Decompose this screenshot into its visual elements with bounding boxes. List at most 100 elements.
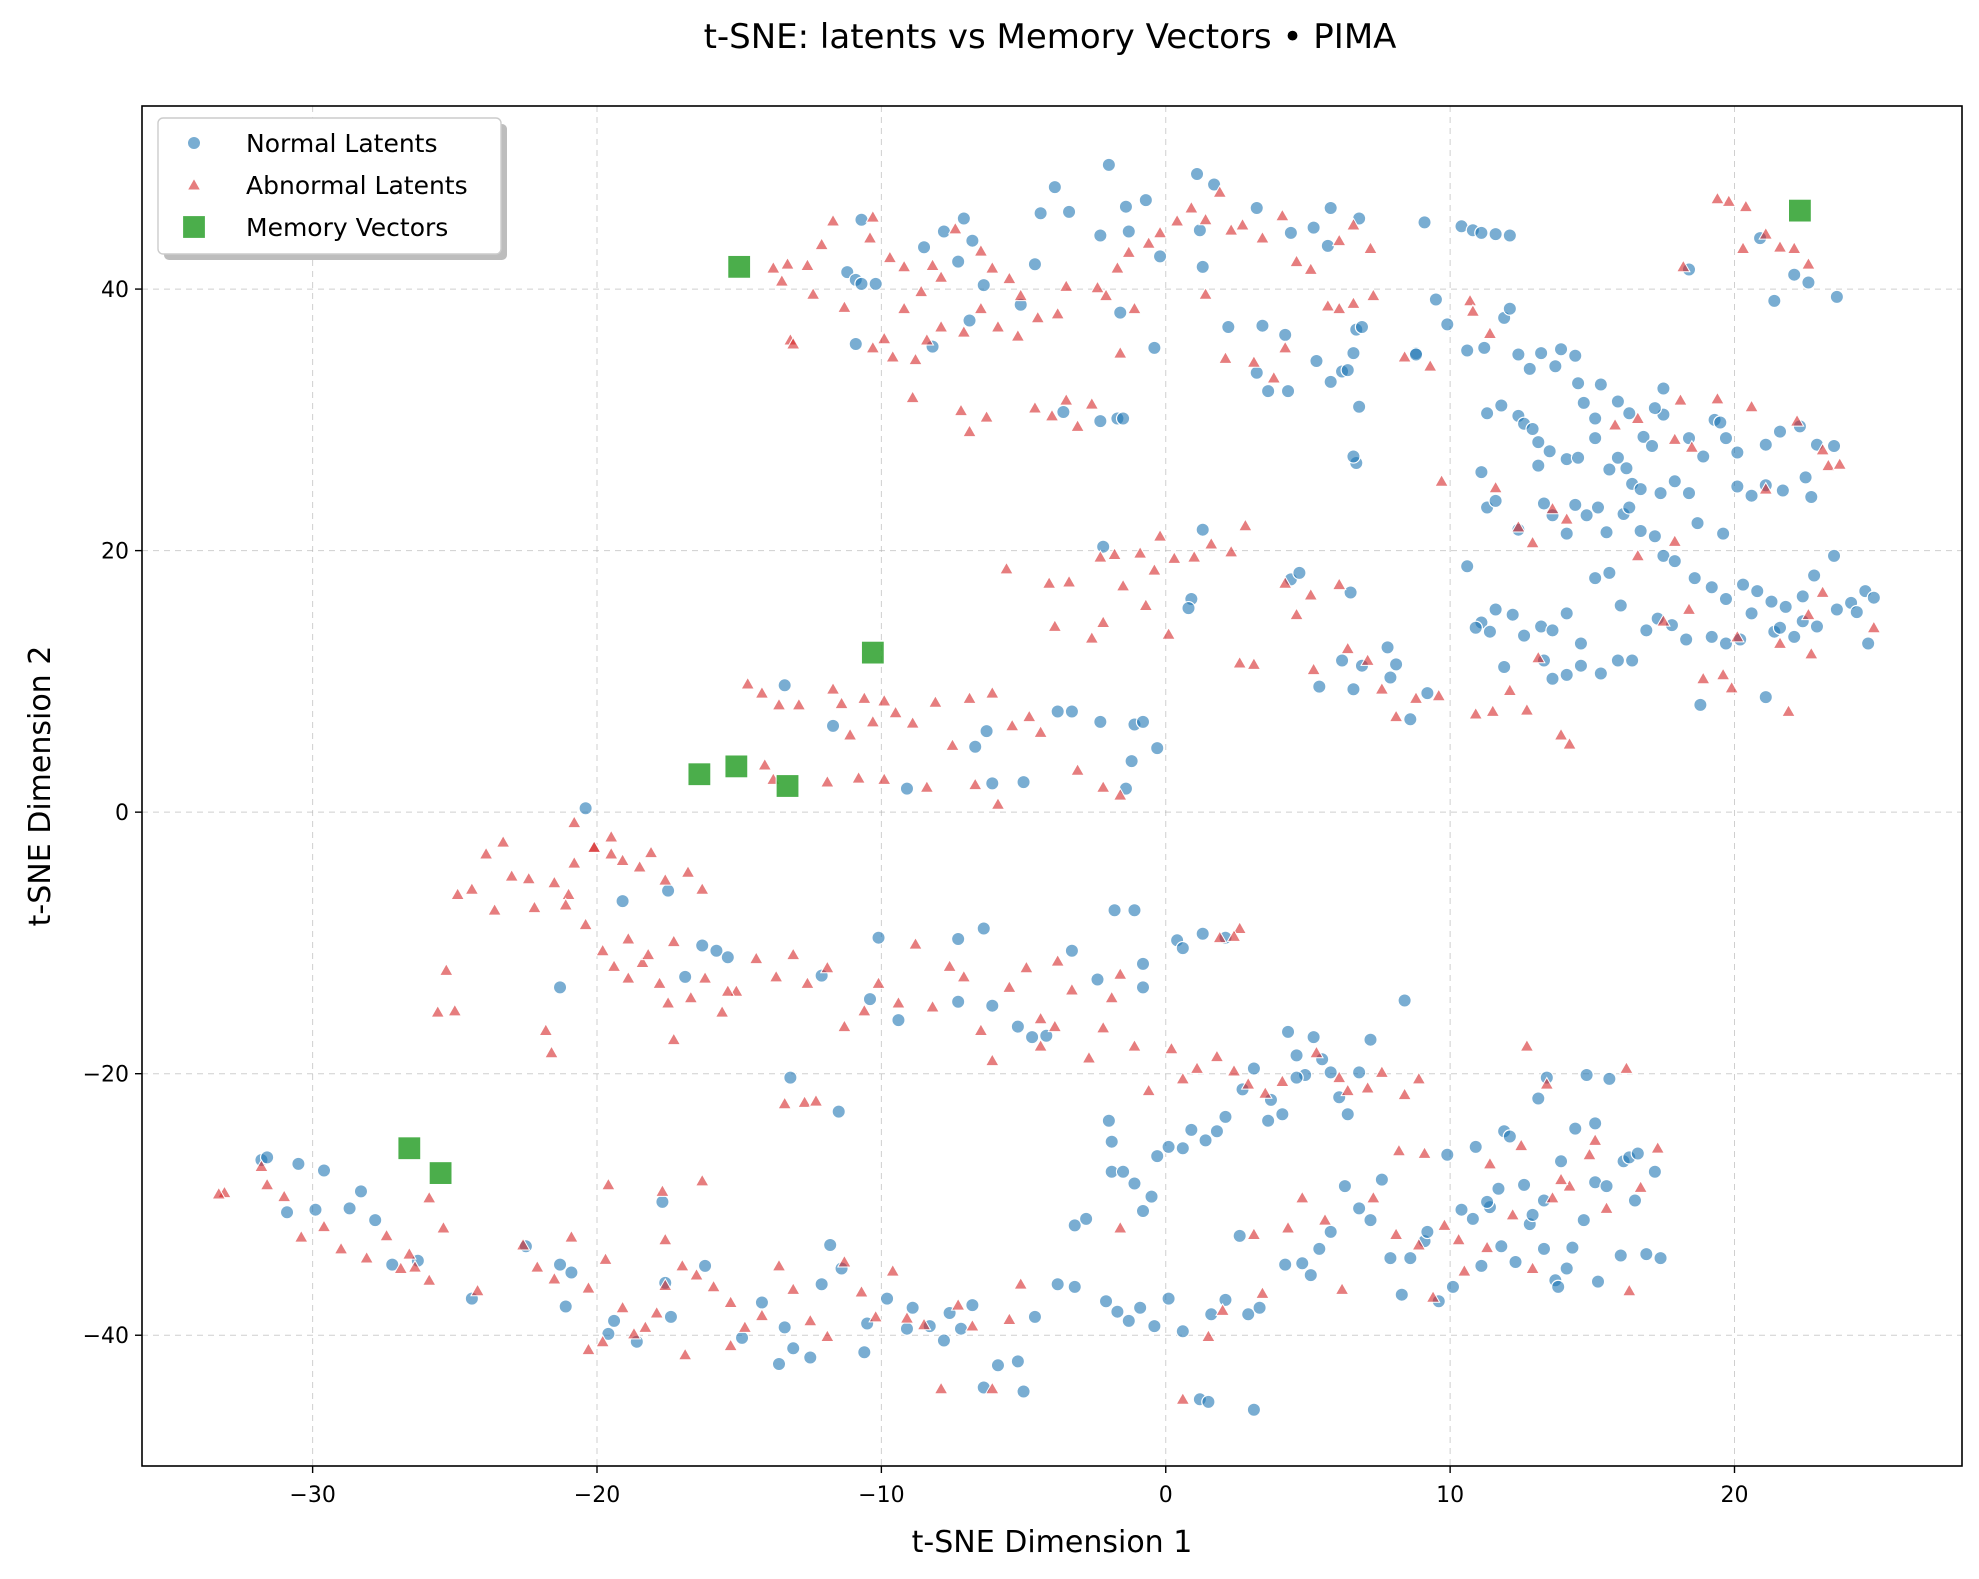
normal-latent-point [1548, 359, 1563, 374]
abnormal-latent-point [757, 757, 773, 771]
normal-latent-point [1772, 424, 1788, 439]
normal-latent-point [342, 1201, 357, 1216]
abnormal-latent-point [1161, 626, 1177, 640]
normal-latent-point [1730, 479, 1745, 494]
abnormal-latent-point [1397, 349, 1413, 363]
normal-latent-point [1033, 206, 1048, 221]
normal-latent-point [936, 224, 952, 239]
normal-latent-point [1184, 1122, 1199, 1138]
normal-latent-point [655, 1194, 670, 1210]
normal-latent-point [1474, 1258, 1489, 1274]
normal-latent-point [259, 1150, 275, 1165]
normal-latent-point [1590, 1274, 1606, 1289]
normal-latent-point [1150, 1148, 1165, 1164]
normal-latent-point [1306, 220, 1321, 235]
abnormal-latent-point [1183, 200, 1199, 214]
abnormal-latent-point [834, 696, 850, 710]
legend-normal-marker [186, 135, 202, 151]
abnormal-latent-point [1070, 762, 1086, 776]
normal-latent-point [1061, 204, 1077, 220]
normal-latent-point [1127, 903, 1142, 918]
abnormal-latent-point [947, 221, 963, 235]
normal-latent-point [1667, 474, 1682, 489]
normal-latent-point [1602, 565, 1617, 581]
normal-latent-point [1147, 340, 1162, 356]
normal-latent-point [1775, 483, 1791, 498]
abnormal-latent-point [1004, 718, 1020, 732]
abnormal-latent-point [1525, 1260, 1541, 1274]
abnormal-latent-point [899, 1310, 915, 1324]
normal-latent-point [1542, 444, 1557, 459]
normal-latent-point [1559, 526, 1574, 541]
abnormal-latent-point [1095, 779, 1111, 793]
abnormal-latent-point [1237, 518, 1253, 532]
normal-latent-point [1633, 481, 1648, 497]
abnormal-latent-point [836, 1019, 852, 1033]
normal-latent-point [1340, 1107, 1355, 1122]
abnormal-latent-point [657, 1232, 673, 1246]
normal-latent-point [1039, 1028, 1054, 1043]
normal-latent-point [1346, 345, 1361, 361]
normal-latent-point [1135, 714, 1151, 730]
normal-latent-point [891, 1012, 906, 1028]
abnormal-latent-point [595, 1334, 611, 1348]
normal-latent-point [1468, 1139, 1483, 1155]
abnormal-latent-point [1684, 439, 1700, 453]
abnormal-latent-point [706, 1279, 722, 1293]
abnormal-latent-point [819, 960, 835, 974]
normal-latent-point [578, 801, 593, 816]
abnormal-latent-point [1562, 736, 1578, 750]
normal-latent-point [1474, 225, 1489, 241]
abnormal-latent-point [933, 319, 949, 333]
normal-latent-point [1718, 636, 1734, 651]
normal-latent-point [1505, 607, 1520, 622]
normal-latent-point [1454, 1202, 1469, 1217]
abnormal-latent-point [1033, 1038, 1049, 1052]
memory-vector-point [687, 762, 712, 787]
normal-latent-point [1459, 559, 1475, 574]
abnormal-latent-point [774, 273, 790, 287]
normal-latent-point [1295, 1256, 1310, 1271]
normal-latent-point [1744, 606, 1759, 621]
abnormal-latent-point [435, 1220, 451, 1234]
normal-latent-point [1479, 406, 1495, 421]
normal-latent-point [1787, 267, 1802, 282]
normal-latent-point [754, 1295, 770, 1310]
abnormal-latent-point [1772, 239, 1788, 253]
abnormal-latent-point [799, 975, 815, 989]
abnormal-latent-point [771, 1258, 787, 1272]
normal-latent-point [1525, 421, 1540, 437]
normal-latent-point [1681, 430, 1697, 446]
abnormal-latent-point [1513, 1138, 1529, 1152]
x-tick-label: 0 [1159, 1483, 1173, 1508]
abnormal-latent-point [871, 975, 886, 989]
abnormal-latent-point [950, 1297, 966, 1311]
abnormal-latent-point [1070, 418, 1086, 432]
x-axis-label: t-SNE Dimension 1 [912, 1525, 1193, 1560]
abnormal-latent-point [1320, 298, 1336, 312]
abnormal-latent-point [888, 705, 904, 719]
abnormal-latent-point [654, 1183, 670, 1197]
abnormal-latent-point [1488, 480, 1504, 494]
abnormal-latent-point [1246, 354, 1262, 368]
normal-latent-point [1027, 1309, 1043, 1325]
normal-latent-point [1323, 1065, 1338, 1080]
normal-latent-point [1536, 496, 1552, 511]
normal-latent-point [1280, 383, 1296, 399]
abnormal-latent-point [785, 1281, 801, 1295]
normal-latent-point [1690, 515, 1705, 531]
memory-vector-point [860, 640, 885, 665]
abnormal-latent-point [1050, 953, 1066, 967]
abnormal-latent-point [1465, 303, 1481, 317]
abnormal-latent-point [697, 970, 713, 984]
normal-latent-point [1798, 470, 1813, 485]
normal-latent-point [990, 1358, 1006, 1373]
normal-latent-point [1277, 1257, 1293, 1272]
abnormal-latent-point [1408, 690, 1424, 704]
normal-latent-point [1093, 228, 1108, 243]
normal-latent-point [1494, 398, 1509, 413]
abnormal-latent-point [1582, 1147, 1597, 1161]
normal-latent-point [1579, 508, 1594, 523]
normal-latent-point [1559, 606, 1574, 621]
abnormal-latent-point [1482, 325, 1498, 339]
